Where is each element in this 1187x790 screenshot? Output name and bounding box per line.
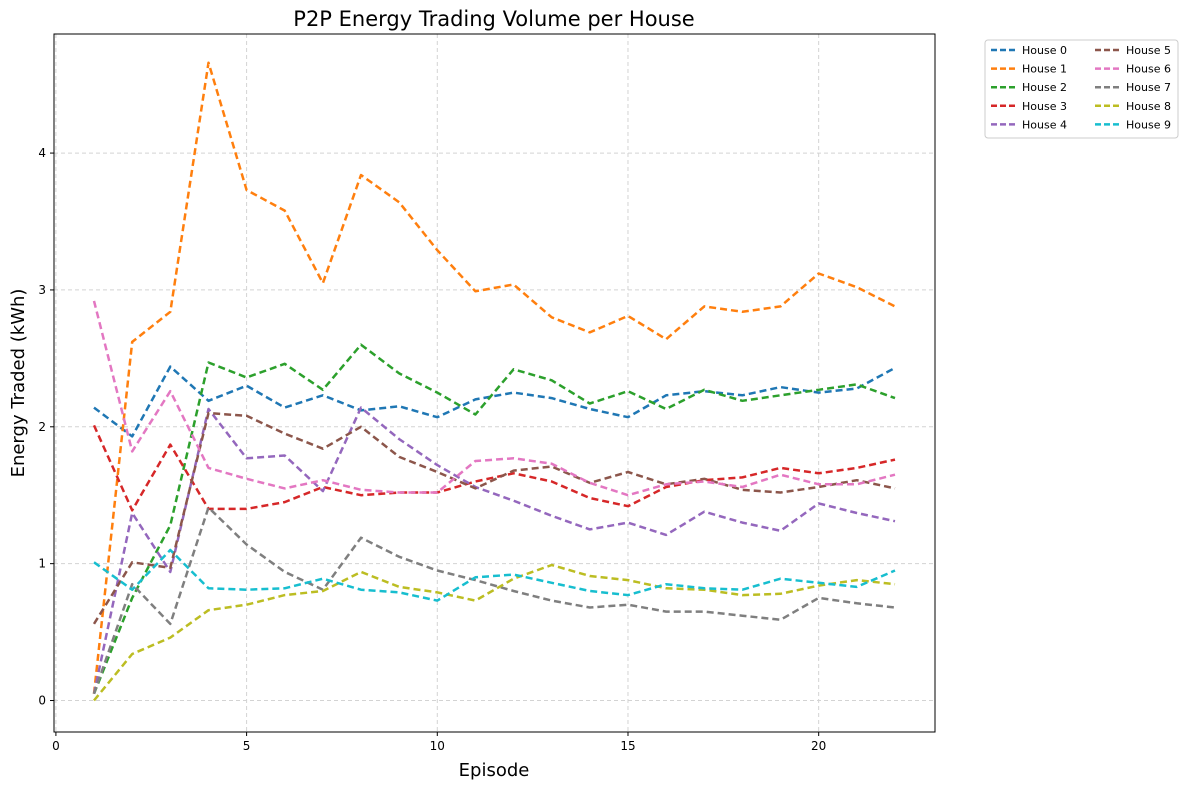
- legend-item: House 9: [1095, 118, 1171, 131]
- x-tick-label: 5: [243, 739, 251, 753]
- series-line-house-0: [93, 365, 896, 438]
- chart-title: P2P Energy Trading Volume per House: [293, 7, 694, 31]
- y-tick-label: 0: [38, 694, 46, 708]
- x-tick-label: 0: [52, 739, 60, 753]
- series-line-house-9: [93, 548, 896, 602]
- legend-item: House 8: [1095, 100, 1171, 113]
- legend-label: House 4: [1022, 118, 1067, 131]
- y-tick-label: 4: [38, 146, 46, 160]
- y-tick-label: 3: [38, 283, 46, 297]
- legend-item: House 4: [991, 118, 1067, 131]
- series-line-house-4: [92, 406, 896, 694]
- legend-item: House 3: [991, 100, 1067, 113]
- legend-item: House 2: [991, 81, 1067, 94]
- x-tick-label: 20: [811, 739, 826, 753]
- x-axis-ticks: 0 5 10 15 20: [52, 732, 826, 753]
- y-axis-title: Energy Traded (kWh): [8, 289, 29, 478]
- x-axis-title: Episode: [459, 760, 530, 781]
- legend: House 0 House 1 House 2 House 3 House 4 House…: [984, 39, 1179, 139]
- legend-label: House 1: [1022, 63, 1067, 76]
- series-line-house-6: [92, 300, 896, 497]
- legend-frame: [984, 39, 1179, 139]
- legend-label: House 2: [1022, 81, 1067, 94]
- legend-label: House 9: [1126, 118, 1171, 131]
- x-tick-label: 15: [620, 739, 635, 753]
- legend-item: House 7: [1095, 81, 1171, 94]
- legend-item: House 1: [991, 63, 1067, 76]
- series-lines: [92, 61, 896, 702]
- legend-label: House 7: [1126, 81, 1171, 94]
- series-line-house-3: [92, 424, 896, 512]
- x-tick-label: 10: [430, 739, 445, 753]
- series-line-house-5: [92, 411, 896, 625]
- legend-label: House 6: [1126, 63, 1171, 76]
- y-axis-ticks: 0 1 2 3 4: [38, 146, 54, 708]
- series-line-house-7: [92, 506, 896, 695]
- legend-item: House 0: [991, 44, 1067, 57]
- legend-label: House 5: [1126, 44, 1171, 57]
- legend-label: House 8: [1126, 100, 1171, 113]
- y-tick-label: 1: [38, 557, 46, 571]
- grid-lines: [54, 34, 935, 732]
- legend-label: House 0: [1022, 44, 1067, 57]
- y-tick-label: 2: [38, 420, 46, 434]
- legend-item: House 6: [1095, 63, 1171, 76]
- series-line-house-1: [92, 61, 896, 694]
- legend-item: House 5: [1095, 44, 1171, 57]
- plot-area-frame: [53, 33, 936, 733]
- series-line-house-8: [93, 563, 896, 702]
- legend-label: House 3: [1022, 100, 1067, 113]
